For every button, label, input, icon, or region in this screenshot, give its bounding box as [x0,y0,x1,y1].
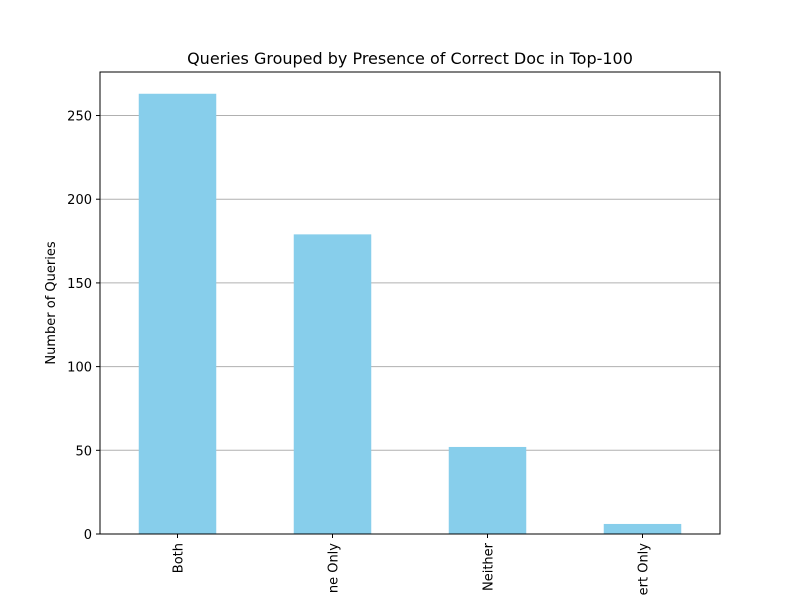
y-tick-label: 0 [84,528,92,543]
bar-3 [603,523,682,534]
y-tick-label: 100 [67,361,92,376]
x-tick-label: Both [172,543,187,573]
y-tick-label: 250 [67,110,92,125]
chart-title: Queries Grouped by Presence of Correct D… [187,49,633,68]
y-tick-label: 200 [67,193,92,208]
bar-2 [448,446,527,534]
x-tick-label: ert Only [637,543,652,596]
x-tick-label: ne Only [327,543,342,593]
x-tick-label: Neither [482,542,497,591]
x-axis-ticks: Both ne Only Neither ert Only [172,534,652,595]
y-tick-label: 50 [75,444,92,459]
bar-1 [293,234,372,534]
plot-frame [99,71,721,535]
y-axis-ticks: 0 50 100 150 200 250 [67,110,100,543]
bar-0 [138,93,217,535]
y-axis-label: Number of Queries [44,241,59,364]
bars [138,93,682,535]
y-tick-label: 150 [67,277,92,292]
